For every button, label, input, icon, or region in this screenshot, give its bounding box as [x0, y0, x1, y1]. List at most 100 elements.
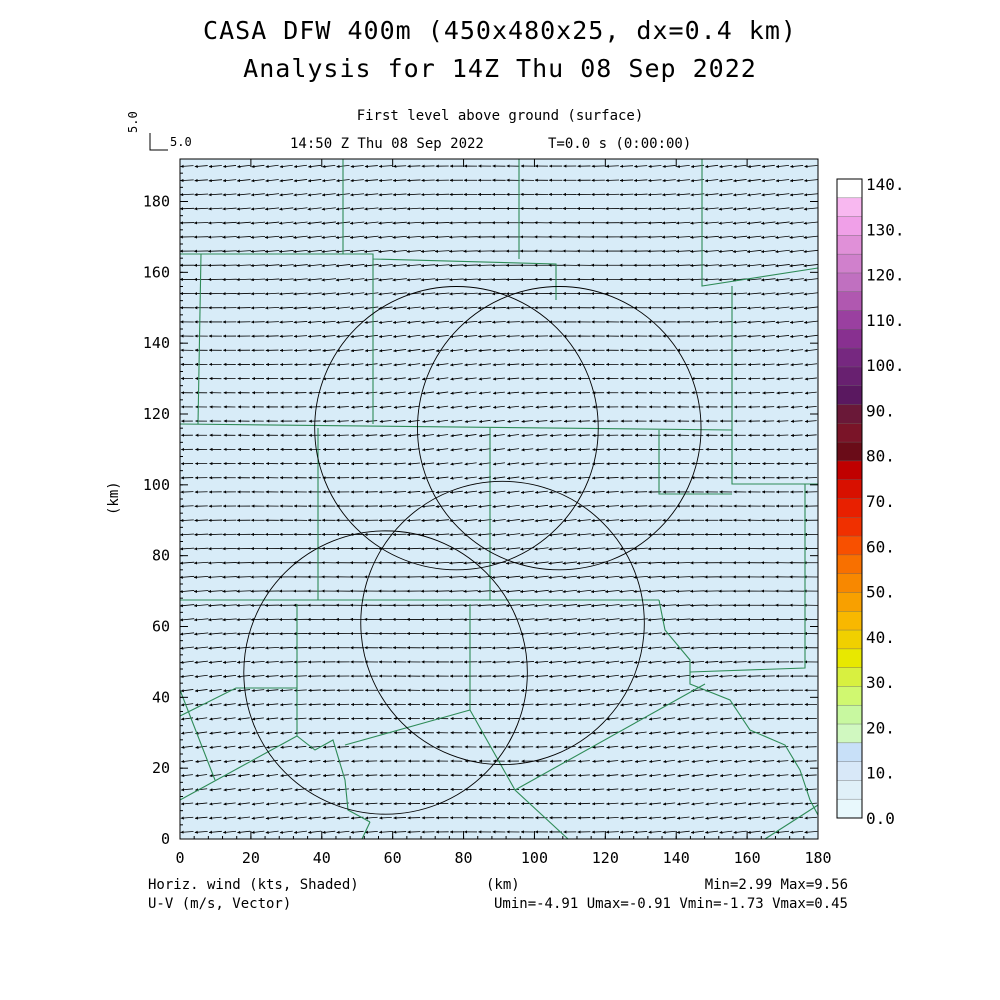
wind-vector	[237, 703, 250, 707]
wind-vector	[321, 235, 337, 239]
wind-vector	[208, 207, 223, 211]
wind-vector	[322, 731, 335, 735]
wind-vector	[195, 745, 208, 749]
wind-vector	[322, 745, 335, 749]
wind-vector	[363, 235, 379, 239]
wind-vector	[478, 419, 491, 424]
wind-vector	[449, 490, 463, 494]
wind-vector	[365, 419, 378, 423]
wind-vector	[336, 348, 350, 353]
wind-vector	[364, 334, 378, 339]
wind-vector	[464, 419, 477, 424]
wind-vector	[436, 377, 449, 381]
wind-vector	[180, 192, 194, 197]
y-tick-label: 120	[143, 405, 170, 423]
wind-vector	[393, 476, 406, 480]
wind-vector	[392, 278, 407, 282]
colorbar-swatch	[837, 799, 862, 819]
colorbar-swatch	[837, 517, 862, 537]
wind-vector	[491, 561, 507, 565]
wind-vector	[378, 334, 393, 339]
wind-vector	[336, 731, 349, 735]
wind-vector	[393, 816, 406, 820]
wind-vector	[392, 504, 407, 508]
wind-vector	[421, 363, 435, 367]
wind-vector	[450, 405, 463, 409]
wind-vector	[293, 348, 307, 353]
wind-vector	[208, 603, 223, 608]
wind-vector	[364, 306, 379, 310]
wind-vector	[293, 193, 308, 197]
wind-vector	[293, 320, 308, 324]
wind-vector	[406, 249, 422, 254]
colorbar-tick-label: 100.	[866, 356, 905, 375]
wind-vector	[321, 249, 337, 254]
wind-vector	[266, 731, 279, 735]
wind-vector	[193, 589, 209, 594]
wind-vector	[265, 660, 279, 664]
wind-vector	[279, 830, 293, 834]
wind-vector	[209, 759, 222, 764]
wind-vector	[194, 178, 208, 183]
wind-vector	[378, 235, 393, 239]
vector-field-label: U-V (m/s, Vector)	[148, 896, 292, 912]
colorbar-swatch	[837, 686, 862, 706]
wind-vector	[477, 618, 492, 622]
wind-vector	[379, 476, 392, 480]
wind-vector	[463, 263, 478, 268]
reference-vector	[149, 133, 168, 151]
wind-vector	[207, 589, 223, 593]
wind-vector	[279, 334, 293, 338]
wind-vector	[421, 518, 435, 523]
wind-vector	[209, 717, 222, 721]
wind-vector	[407, 462, 420, 466]
y-tick-label: 180	[143, 193, 170, 211]
wind-vector	[308, 391, 321, 395]
wind-vector	[180, 660, 194, 664]
wind-vector	[279, 660, 293, 664]
wind-vector	[293, 830, 307, 834]
wind-vector	[181, 745, 193, 749]
wind-vector	[449, 589, 464, 593]
wind-vector	[420, 264, 436, 268]
wind-vector	[421, 448, 435, 452]
wind-vector	[237, 717, 250, 721]
wind-vector	[392, 518, 407, 523]
wind-vector	[250, 207, 265, 211]
wind-vector	[379, 377, 392, 381]
wind-vector	[265, 717, 279, 721]
wind-vector	[379, 490, 392, 494]
wind-vector	[250, 306, 265, 310]
wind-vector	[223, 689, 236, 693]
wind-vector	[222, 603, 237, 608]
wind-vector	[251, 759, 264, 764]
wind-vector	[208, 178, 223, 183]
wind-vector	[477, 277, 492, 282]
wind-vector	[492, 660, 506, 664]
wind-vector	[222, 632, 237, 636]
wind-vector	[307, 334, 322, 338]
wind-vector	[222, 207, 237, 211]
wind-vector	[435, 504, 449, 509]
wind-vector	[236, 589, 252, 593]
wind-vector	[449, 603, 464, 608]
colorbar-swatch	[837, 310, 862, 330]
wind-vector	[349, 278, 365, 282]
wind-vector	[308, 830, 322, 834]
y-tick-label: 140	[143, 334, 170, 352]
wind-vector	[265, 816, 279, 820]
wind-vector	[449, 504, 463, 509]
colorbar-swatch	[837, 329, 862, 349]
colorbar-swatch	[837, 780, 862, 800]
wind-vector	[307, 193, 322, 197]
wind-vector	[194, 632, 209, 636]
wind-vector	[321, 264, 337, 268]
wind-vector	[350, 802, 364, 806]
wind-vector	[236, 249, 252, 253]
wind-vector	[194, 193, 209, 197]
wind-vector	[293, 179, 308, 183]
wind-vector	[351, 405, 364, 409]
wind-vector	[762, 405, 775, 409]
wind-vector	[407, 178, 421, 183]
wind-vector	[193, 575, 209, 579]
